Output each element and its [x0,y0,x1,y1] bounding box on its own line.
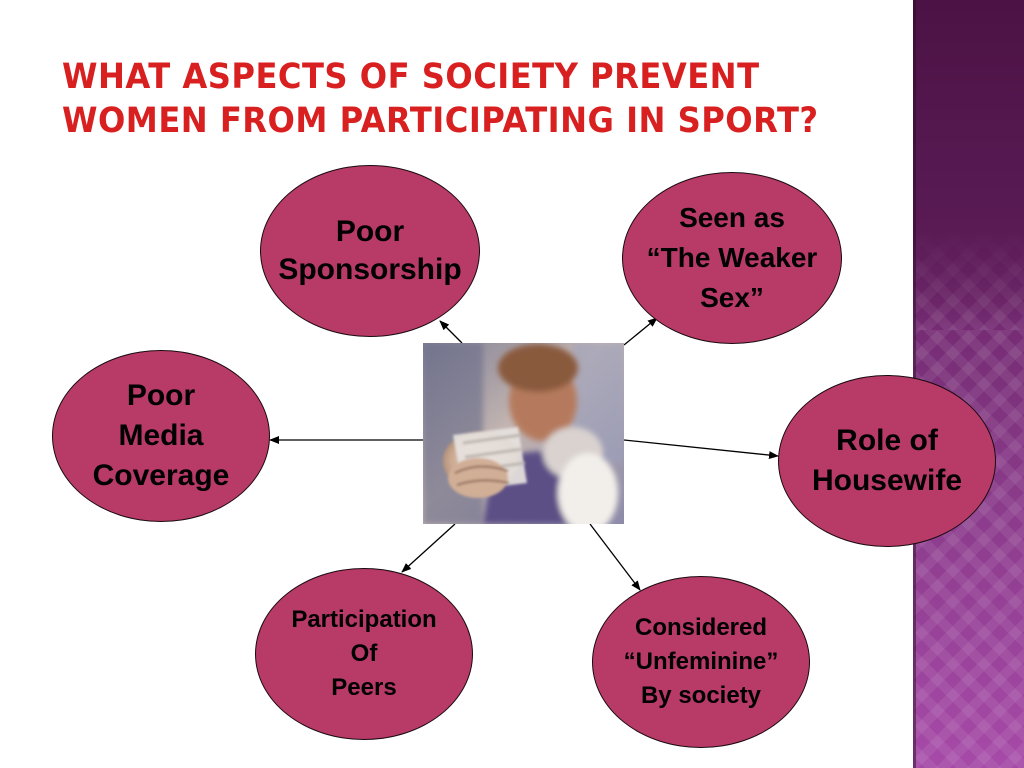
node-weaker-sex: Seen as “The Weaker Sex” [622,172,842,344]
node-media-coverage: Poor Media Coverage [52,350,270,522]
node-label: Participation Of Peers [291,606,437,701]
arrow-to-unfeminine [589,523,641,591]
arrow-to-housewife [623,439,779,460]
node-unfeminine: Considered “Unfeminine” By society [592,576,810,748]
node-poor-sponsorship: Poor Sponsorship [260,165,480,337]
boxer-photo [423,343,624,524]
arrow-to-peers [401,523,456,573]
arrow-to-weaker-sex [623,317,658,346]
node-label: Poor Media Coverage [92,379,230,492]
boxer-photo-illustration [423,343,624,524]
node-label: Role of Housewife [811,424,963,497]
arrow-to-poor-sponsorship [439,320,463,344]
connector-arrows [269,317,779,591]
decorative-sidebar [913,0,1024,768]
node-label: Seen as “The Weaker Sex” [646,202,818,313]
sidebar-top-fade [913,0,1024,330]
node-housewife: Role of Housewife [778,375,996,547]
node-peers: Participation Of Peers [255,568,473,740]
slide-title: WHAT ASPECTS OF SOCIETY PREVENT WOMEN FR… [62,57,819,141]
node-label: Considered “Unfeminine” By society [623,614,779,709]
node-label: Poor Sponsorship [278,215,462,286]
